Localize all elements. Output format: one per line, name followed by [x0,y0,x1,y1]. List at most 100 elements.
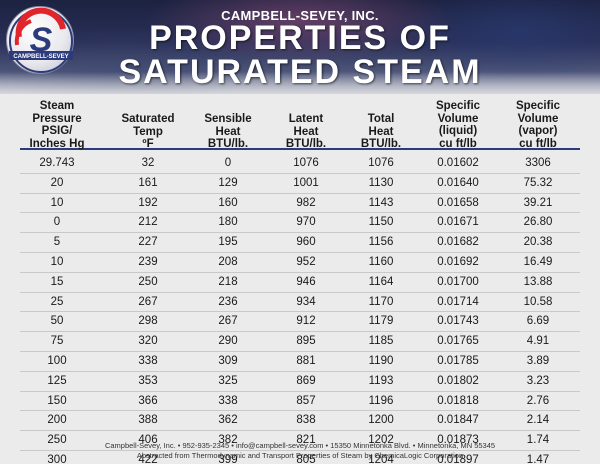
cell-specific-volume-vapor: 4.91 [526,335,550,348]
table-row: 100 338 309 881 1190 0.01785 3.89 [20,352,580,372]
cell-specific-volume-liquid: 0.01640 [437,176,479,189]
cell-pressure: 100 [47,354,67,367]
cell-total-heat: 1164 [368,275,394,288]
table-row: 125 353 325 869 1193 0.01802 3.23 [20,372,580,392]
cell-total-heat: 1170 [368,295,394,308]
page-title-line1: PROPERTIES OF [149,19,451,57]
cell-total-heat: 1200 [368,414,394,427]
header-banner: S CAMPBELL-SEVEY CAMPBELL-SEVEY, INC. PR… [0,0,600,94]
column-header-specific-volume-liquid: Specific Volume (liquid) cu ft/lb [435,100,481,150]
cell-total-heat: 1185 [368,335,394,348]
cell-sensible-heat: 129 [218,176,238,189]
column-header-specific-volume-vapor: Specific Volume (vapor) cu ft/lb [515,100,561,150]
cell-pressure: 150 [47,394,67,407]
cell-specific-volume-liquid: 0.01602 [437,157,479,169]
cell-latent-heat: 982 [296,196,316,209]
cell-total-heat: 1156 [368,236,394,249]
cell-specific-volume-liquid: 0.01897 [437,453,479,464]
cell-saturated-temp: 32 [141,157,155,169]
cell-latent-heat: 960 [296,236,316,249]
page-title-line2: SATURATED STEAM [118,53,482,91]
cell-specific-volume-vapor: 20.38 [523,236,553,249]
cell-pressure: 20 [50,176,64,189]
cell-pressure: 50 [50,315,64,328]
cell-saturated-temp: 338 [138,354,158,367]
cell-pressure: 0 [53,216,61,229]
cell-latent-heat: 869 [296,374,316,387]
cell-sensible-heat: 382 [218,434,238,447]
cell-specific-volume-liquid: 0.01692 [437,255,479,268]
cell-sensible-heat: 338 [218,394,238,407]
cell-sensible-heat: 160 [218,196,238,209]
cell-saturated-temp: 161 [138,176,158,189]
table-row: 50 298 267 912 1179 0.01743 6.69 [20,312,580,333]
column-header-total-heat: Total Heat BTU/lb. [360,113,402,150]
banner-fade [0,72,600,94]
cell-specific-volume-vapor: 26.80 [523,216,553,229]
cell-latent-heat: 934 [296,295,316,308]
table-row: 15 250 218 946 1164 0.01700 13.88 [20,273,580,293]
table-row: 300 422 399 805 1204 0.01897 1.47 [20,451,580,464]
cell-saturated-temp: 422 [138,453,158,464]
cell-saturated-temp: 353 [138,374,158,387]
cell-total-heat: 1204 [368,453,394,464]
table-row: 25 267 236 934 1170 0.01714 10.58 [20,293,580,313]
cell-sensible-heat: 325 [218,374,238,387]
column-header-saturated-temp: Saturated Temp ºF [121,113,175,150]
cell-pressure: 250 [47,434,67,447]
cell-total-heat: 1130 [368,176,394,189]
company-logo: S CAMPBELL-SEVEY [6,6,74,74]
cell-latent-heat: 1076 [293,157,319,169]
cell-latent-heat: 952 [296,255,316,268]
cell-specific-volume-liquid: 0.01671 [437,216,479,229]
cell-specific-volume-vapor: 1.47 [526,453,550,464]
table-row: 10 192 160 982 1143 0.01658 39.21 [20,194,580,214]
table-row: 250 406 382 821 1202 0.01873 1.74 [20,431,580,451]
cell-total-heat: 1193 [368,374,394,387]
cell-total-heat: 1196 [368,394,394,407]
cell-saturated-temp: 239 [138,255,158,268]
cell-specific-volume-vapor: 3.89 [526,354,550,367]
cell-saturated-temp: 250 [138,275,158,288]
cell-specific-volume-vapor: 3.23 [526,374,550,387]
cell-specific-volume-vapor: 1.74 [526,434,550,447]
cell-pressure: 75 [50,335,64,348]
cell-sensible-heat: 208 [218,255,238,268]
cell-pressure: 300 [47,453,67,464]
cell-total-heat: 1202 [368,434,394,447]
column-header-latent-heat: Latent Heat BTU/lb. [285,113,327,150]
table-header: Steam Pressure PSIG/ Inches Hg Saturated… [20,96,580,150]
cell-saturated-temp: 267 [138,295,158,308]
logo-text: CAMPBELL-SEVEY [13,54,68,60]
cell-total-heat: 1150 [368,216,394,229]
cell-specific-volume-vapor: 2.76 [526,394,550,407]
cell-latent-heat: 881 [296,354,316,367]
cell-sensible-heat: 218 [218,275,238,288]
cell-sensible-heat: 195 [218,236,238,249]
table-row: 150 366 338 857 1196 0.01818 2.76 [20,392,580,412]
cell-specific-volume-vapor: 75.32 [523,176,553,189]
cell-pressure: 29.743 [39,157,75,169]
cell-specific-volume-liquid: 0.01802 [437,374,479,387]
table-row: 10 239 208 952 1160 0.01692 16.49 [20,253,580,273]
cell-latent-heat: 895 [296,335,316,348]
cell-latent-heat: 821 [296,434,316,447]
cell-specific-volume-vapor: 3306 [525,157,551,169]
cell-specific-volume-vapor: 13.88 [523,275,553,288]
cell-pressure: 125 [47,374,67,387]
cell-pressure: 10 [50,255,64,268]
table-row: 5 227 195 960 1156 0.01682 20.38 [20,233,580,253]
cell-pressure: 25 [50,295,64,308]
cell-total-heat: 1179 [368,315,394,328]
cell-sensible-heat: 362 [218,414,238,427]
cell-sensible-heat: 180 [218,216,238,229]
cell-specific-volume-vapor: 10.58 [523,295,553,308]
table-row: 20 161 129 1001 1130 0.01640 75.32 [20,174,580,194]
cell-saturated-temp: 388 [138,414,158,427]
cell-specific-volume-liquid: 0.01847 [437,414,479,427]
cell-saturated-temp: 320 [138,335,158,348]
cell-specific-volume-liquid: 0.01765 [437,335,479,348]
table-row: 0 212 180 970 1150 0.01671 26.80 [20,213,580,234]
cell-total-heat: 1190 [368,354,394,367]
cell-specific-volume-vapor: 2.14 [526,414,550,427]
